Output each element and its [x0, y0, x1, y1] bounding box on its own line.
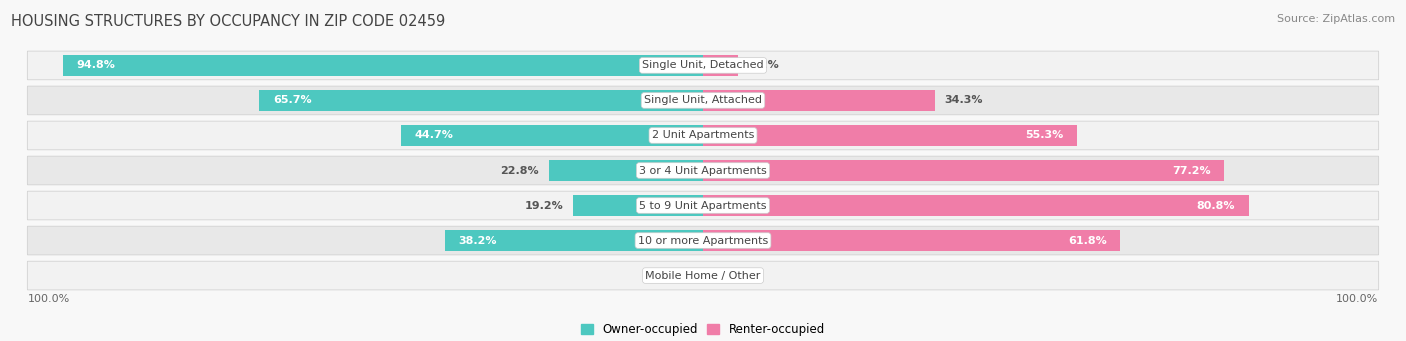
Text: 5 to 9 Unit Apartments: 5 to 9 Unit Apartments: [640, 201, 766, 210]
FancyBboxPatch shape: [27, 86, 1379, 115]
Text: 100.0%: 100.0%: [1336, 294, 1378, 305]
Text: Source: ZipAtlas.com: Source: ZipAtlas.com: [1277, 14, 1395, 24]
Bar: [63, 55, 703, 76]
Text: 61.8%: 61.8%: [1069, 236, 1107, 246]
Text: Mobile Home / Other: Mobile Home / Other: [645, 270, 761, 281]
Legend: Owner-occupied, Renter-occupied: Owner-occupied, Renter-occupied: [576, 318, 830, 341]
FancyBboxPatch shape: [27, 156, 1379, 185]
Text: 19.2%: 19.2%: [524, 201, 564, 210]
Text: 55.3%: 55.3%: [1025, 131, 1063, 140]
FancyBboxPatch shape: [27, 261, 1379, 290]
Text: 38.2%: 38.2%: [458, 236, 496, 246]
Text: 5.2%: 5.2%: [748, 60, 779, 71]
Text: 34.3%: 34.3%: [945, 95, 983, 105]
Text: 77.2%: 77.2%: [1173, 165, 1211, 176]
Bar: [444, 230, 703, 251]
Bar: [401, 124, 703, 146]
Text: 94.8%: 94.8%: [76, 60, 115, 71]
Text: 2 Unit Apartments: 2 Unit Apartments: [652, 131, 754, 140]
Bar: [703, 230, 1121, 251]
Text: 100.0%: 100.0%: [28, 294, 70, 305]
Text: 65.7%: 65.7%: [273, 95, 311, 105]
Text: 80.8%: 80.8%: [1197, 201, 1236, 210]
Text: 0.0%: 0.0%: [659, 270, 689, 281]
FancyBboxPatch shape: [27, 226, 1379, 255]
Bar: [703, 195, 1249, 217]
Bar: [703, 160, 1225, 181]
Bar: [259, 90, 703, 111]
Text: Single Unit, Detached: Single Unit, Detached: [643, 60, 763, 71]
FancyBboxPatch shape: [27, 191, 1379, 220]
Bar: [574, 195, 703, 217]
FancyBboxPatch shape: [27, 51, 1379, 80]
Text: 0.0%: 0.0%: [717, 270, 747, 281]
Text: 44.7%: 44.7%: [415, 131, 454, 140]
Text: Single Unit, Attached: Single Unit, Attached: [644, 95, 762, 105]
Bar: [548, 160, 703, 181]
Bar: [703, 124, 1077, 146]
Text: HOUSING STRUCTURES BY OCCUPANCY IN ZIP CODE 02459: HOUSING STRUCTURES BY OCCUPANCY IN ZIP C…: [11, 14, 446, 29]
Bar: [703, 90, 935, 111]
Text: 10 or more Apartments: 10 or more Apartments: [638, 236, 768, 246]
Text: 22.8%: 22.8%: [501, 165, 538, 176]
Text: 3 or 4 Unit Apartments: 3 or 4 Unit Apartments: [640, 165, 766, 176]
FancyBboxPatch shape: [27, 121, 1379, 150]
Bar: [703, 55, 738, 76]
